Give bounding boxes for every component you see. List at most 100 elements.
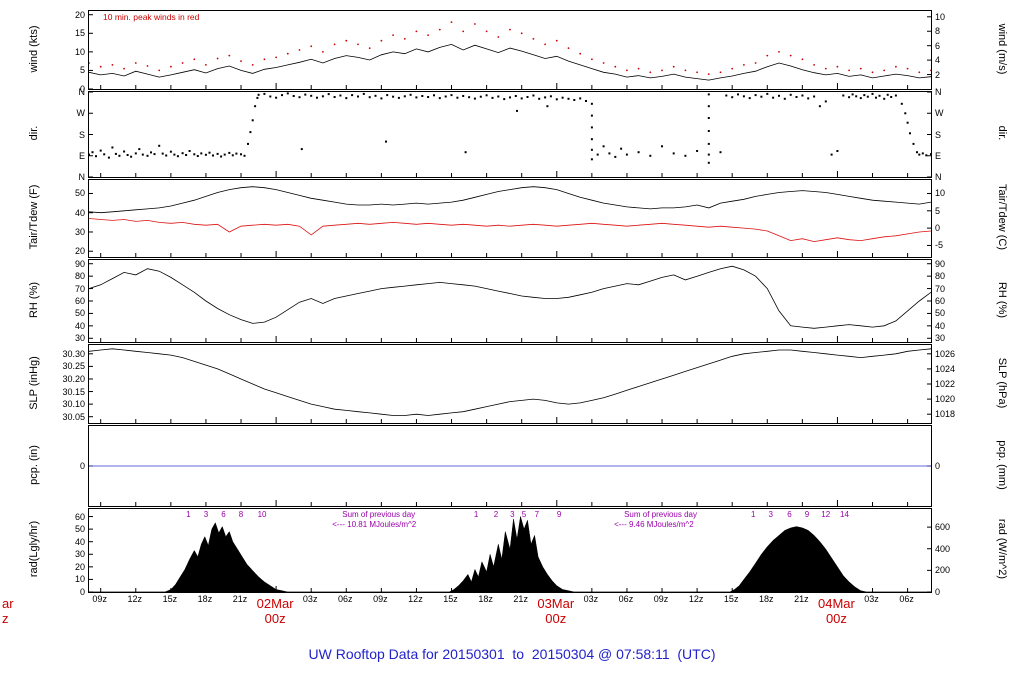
y-tick-label: S [935,129,942,140]
y-tick-label: 20 [74,246,85,257]
daily-sum-tick-label: 1 [751,510,756,519]
y-tick-label: 40 [74,536,85,547]
daily-sum-tick-label: 1 [186,510,191,519]
x-tick-label: 21z [794,594,809,604]
panel-humidity: 30 40 50 60 70 80 90 30 40 50 60 70 80 90 [75,259,945,344]
y-tick-label: 70 [74,283,85,294]
x-tick-label: 21z [232,594,248,604]
y-tick-label: 1024 [935,363,956,374]
y-tick-label: 5 [79,65,85,76]
y-tick-label: 30.20 [62,373,85,384]
y-tick-label: 0 [935,223,941,234]
y-tick-label: 30 [74,333,85,344]
y-tick-label: 0 [79,84,85,94]
y-tick-label: 1020 [935,394,956,405]
y-tick-label: 0 [79,587,85,597]
y-tick-label: 50 [935,308,946,319]
x-tick-label: 06z [618,594,634,604]
peak-wind-note: 10 min. peak winds in red [103,12,200,22]
x-tick-label: 12z [408,594,423,604]
daily-sum-tick-label: 1 [473,510,479,519]
y-tick-label: N [935,172,942,182]
x-tick-label: 03z [302,594,318,604]
y-tick-label: 10 [74,46,85,57]
daily-sum-tick-label: 7 [534,510,540,519]
y-tick-label: 0 [935,461,941,471]
wind-left-axis-title: wind (kts) [28,25,40,73]
y-tick-label: 600 [935,522,951,533]
daily-sum-tick-label: 2 [493,510,499,519]
daily-sum-tick-label: 3 [768,510,774,519]
date-label: 02Mar 00z [256,596,294,626]
daily-sum-tick-label: 6 [787,510,792,519]
x-tick-label: 06z [899,594,914,604]
y-tick-label: 10 [74,574,85,585]
y-tick-label: 20 [74,9,85,20]
x-tick-label: 18z [759,594,774,604]
x-tick-label: 18z [197,594,213,604]
previous-day-sum-annotation: Sum of previous day <--- 10.81 MJoules/m^… [332,510,417,529]
daily-sum-tick-label: 9 [556,510,562,519]
y-tick-label: N [78,172,86,182]
daily-sum-tick-label: 5 [521,510,527,519]
y-tick-label: 30 [74,549,85,560]
clipped-date-label: ar z [2,596,18,626]
x-tick-label: 09z [373,594,388,604]
daily-sum-tick-label: 6 [221,510,226,519]
y-tick-label: 80 [935,271,946,282]
daily-sum-tick-label: 14 [840,510,849,519]
y-tick-label: 8 [935,26,941,37]
temp-left-axis-title: Tair/Tdew (F) [28,184,40,250]
y-tick-label: 6 [935,40,941,51]
pressure-right-axis-title: SLP (hPa) [996,357,1008,409]
y-tick-label: 400 [935,543,951,554]
y-tick-label: -5 [935,240,944,251]
wind-right-axis-title: wind (m/s) [996,23,1008,75]
panel-temperature: 20 30 40 50 -5 0 5 10 [75,179,945,258]
figure-title: UW Rooftop Data for 20150301 to 20150304… [308,646,716,662]
x-tick-label: 15z [723,594,739,604]
direction-right-axis-title: dir. [996,125,1008,141]
y-tick-label: 60 [935,296,946,306]
pressure-left-axis-title: SLP (inHg) [28,356,40,410]
humidity-right-axis-title: RH (%) [996,281,1008,319]
panel-pressure: 30.05 30.10 30.15 30.20 30.25 30.30 1018 1020 10… [62,344,955,424]
x-tick-label: 06z [338,594,353,604]
y-tick-label: 30 [935,333,946,344]
radiation-left-axis-title: rad(Lgly/hr) [28,520,40,578]
y-tick-label: 5 [935,205,941,216]
y-tick-label: 30.05 [62,411,85,422]
y-tick-label: 4 [935,55,941,66]
wind-plot [89,14,931,89]
y-tick-label: 30.30 [62,348,85,359]
humidity-left-axis-title: RH (%) [28,281,40,319]
y-tick-label: 90 [935,258,946,269]
y-tick-label: 30.15 [62,386,85,397]
y-tick-label: E [78,150,85,161]
daily-sum-tick-label: 9 [804,510,810,519]
y-tick-label: 0 [935,587,941,597]
y-tick-label: 50 [74,308,85,319]
y-tick-label: 10 [935,188,946,199]
y-tick-label: W [76,108,86,119]
date-label: 04Mar 00z [818,596,855,626]
y-tick-label: 50 [74,188,85,199]
y-tick-label: 1022 [935,379,956,389]
y-tick-label: 0 [79,461,85,471]
temperature-plot [89,186,931,257]
y-tick-label: 30.10 [62,399,85,410]
y-tick-label: W [935,108,944,119]
y-tick-label: 1018 [935,409,956,420]
y-tick-label: 1026 [935,348,956,359]
precip-left-axis-title: pcp. (in) [28,445,40,485]
y-tick-label: 80 [74,271,85,282]
y-tick-label: 2 [935,69,941,80]
y-tick-label: 60 [74,296,85,306]
direction-left-axis-title: dir. [28,125,40,141]
clipped-date-line1: ar [2,596,14,611]
y-tick-label: 50 [74,524,85,535]
precip-right-axis-title: pcp. (mm) [996,440,1008,490]
x-tick-label: 12z [688,594,704,604]
